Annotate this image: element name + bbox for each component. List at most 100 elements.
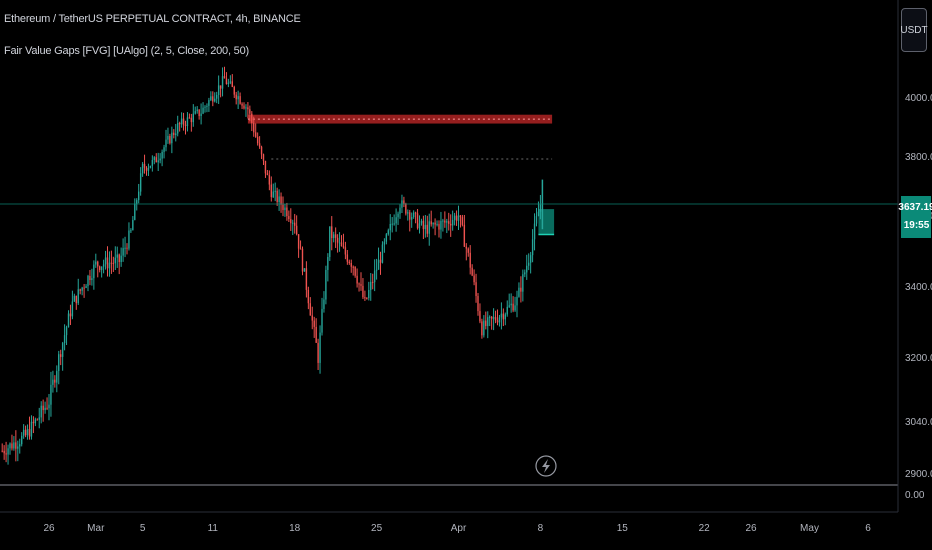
candle-body [65,327,68,336]
candle-body [383,241,386,245]
fvg-layer [247,114,555,236]
candle-body [348,261,350,264]
candle-body [372,281,374,283]
candle-body [364,297,366,299]
candle-body [169,135,171,144]
x-tick-label: 15 [617,523,629,534]
candle-body [56,370,58,383]
candle-body [321,308,323,333]
candle-body [537,211,540,217]
candle-body [99,266,101,271]
candle-body [387,230,389,235]
candle-body [206,105,208,107]
candle-body [434,222,436,225]
candle-body [132,219,134,231]
candle-body [180,118,183,125]
candle-body [411,217,413,220]
candle-body [307,289,310,304]
candle-body [502,313,505,320]
y-tick-label: 3040.00 [905,417,932,428]
candle-body [77,289,79,304]
candle-body [299,248,302,250]
candle-body [516,296,518,306]
candle-body [473,275,475,283]
candle-body [108,262,111,269]
candle-body [334,234,337,238]
candle-body [28,429,31,437]
candle-body [245,107,247,109]
candle-body [264,160,267,174]
candle-body [459,215,462,218]
candle-body [539,204,542,212]
candle-body [494,317,497,321]
candle-body [358,283,360,285]
currency-button[interactable]: USDT [900,8,928,52]
y-tick-label: 4000.00 [905,93,932,104]
candle-body [381,244,384,263]
candle-body [159,158,161,161]
candle-body [79,289,81,291]
candle-body [52,379,54,385]
candle-body [32,421,35,424]
candle-body [50,384,52,405]
candle-body [71,301,74,317]
candle-body [48,404,50,409]
candle-body [251,113,253,123]
candle-body [379,259,382,263]
candle-body [336,237,339,243]
candle-body [504,314,506,320]
candle-body [155,157,157,163]
candle-body [1,450,3,452]
x-tick-label: Mar [87,523,105,534]
last-price-tag: 3637.19 19:55 [898,196,932,238]
candle-body [63,335,66,344]
candle-body [420,220,423,224]
candle-body [370,281,372,290]
candle-body [151,160,154,166]
candle-body [418,223,421,229]
candle-body [9,443,11,449]
candle-body [184,124,187,127]
x-tick-label: Apr [451,523,467,534]
candle-body [15,442,17,449]
candle-body [510,303,512,306]
candle-body [58,354,60,371]
candle-body [395,217,397,224]
candle-body [489,316,491,318]
candle-body [153,157,155,161]
candles-layer [1,66,544,465]
candle-body [430,221,432,225]
x-tick-label: 5 [140,523,146,534]
candle-body [54,379,56,383]
candle-body [83,287,85,289]
candle-body [106,257,109,269]
candle-body [471,267,473,276]
candle-body [81,287,83,291]
candle-body [385,234,388,242]
candle-body [535,216,538,224]
candle-body [225,78,228,85]
candle-body [7,448,9,455]
candle-body [221,76,224,89]
candle-body [295,225,298,235]
candle-body [528,262,530,266]
candle-body [73,295,76,302]
indicator-legend[interactable]: Fair Value Gaps [FVG] [UAlgo] (2, 5, Clo… [4,45,249,57]
candle-body [514,305,516,311]
candle-body [303,268,306,272]
candle-body [399,207,401,214]
candle-body [217,85,220,95]
candle-body [61,343,64,357]
x-tick-label: 6 [865,523,871,534]
candle-body [249,109,251,114]
candle-body [315,326,317,343]
candle-body [496,320,499,323]
y-tick-label: 3200.00 [905,353,932,364]
candle-body [175,133,177,136]
chart-title: Ethereum / TetherUS PERPETUAL CONTRACT, … [4,13,301,25]
bar-countdown: 19:55 [903,220,930,231]
x-tick-label: 26 [43,523,55,534]
candle-body [309,303,311,316]
